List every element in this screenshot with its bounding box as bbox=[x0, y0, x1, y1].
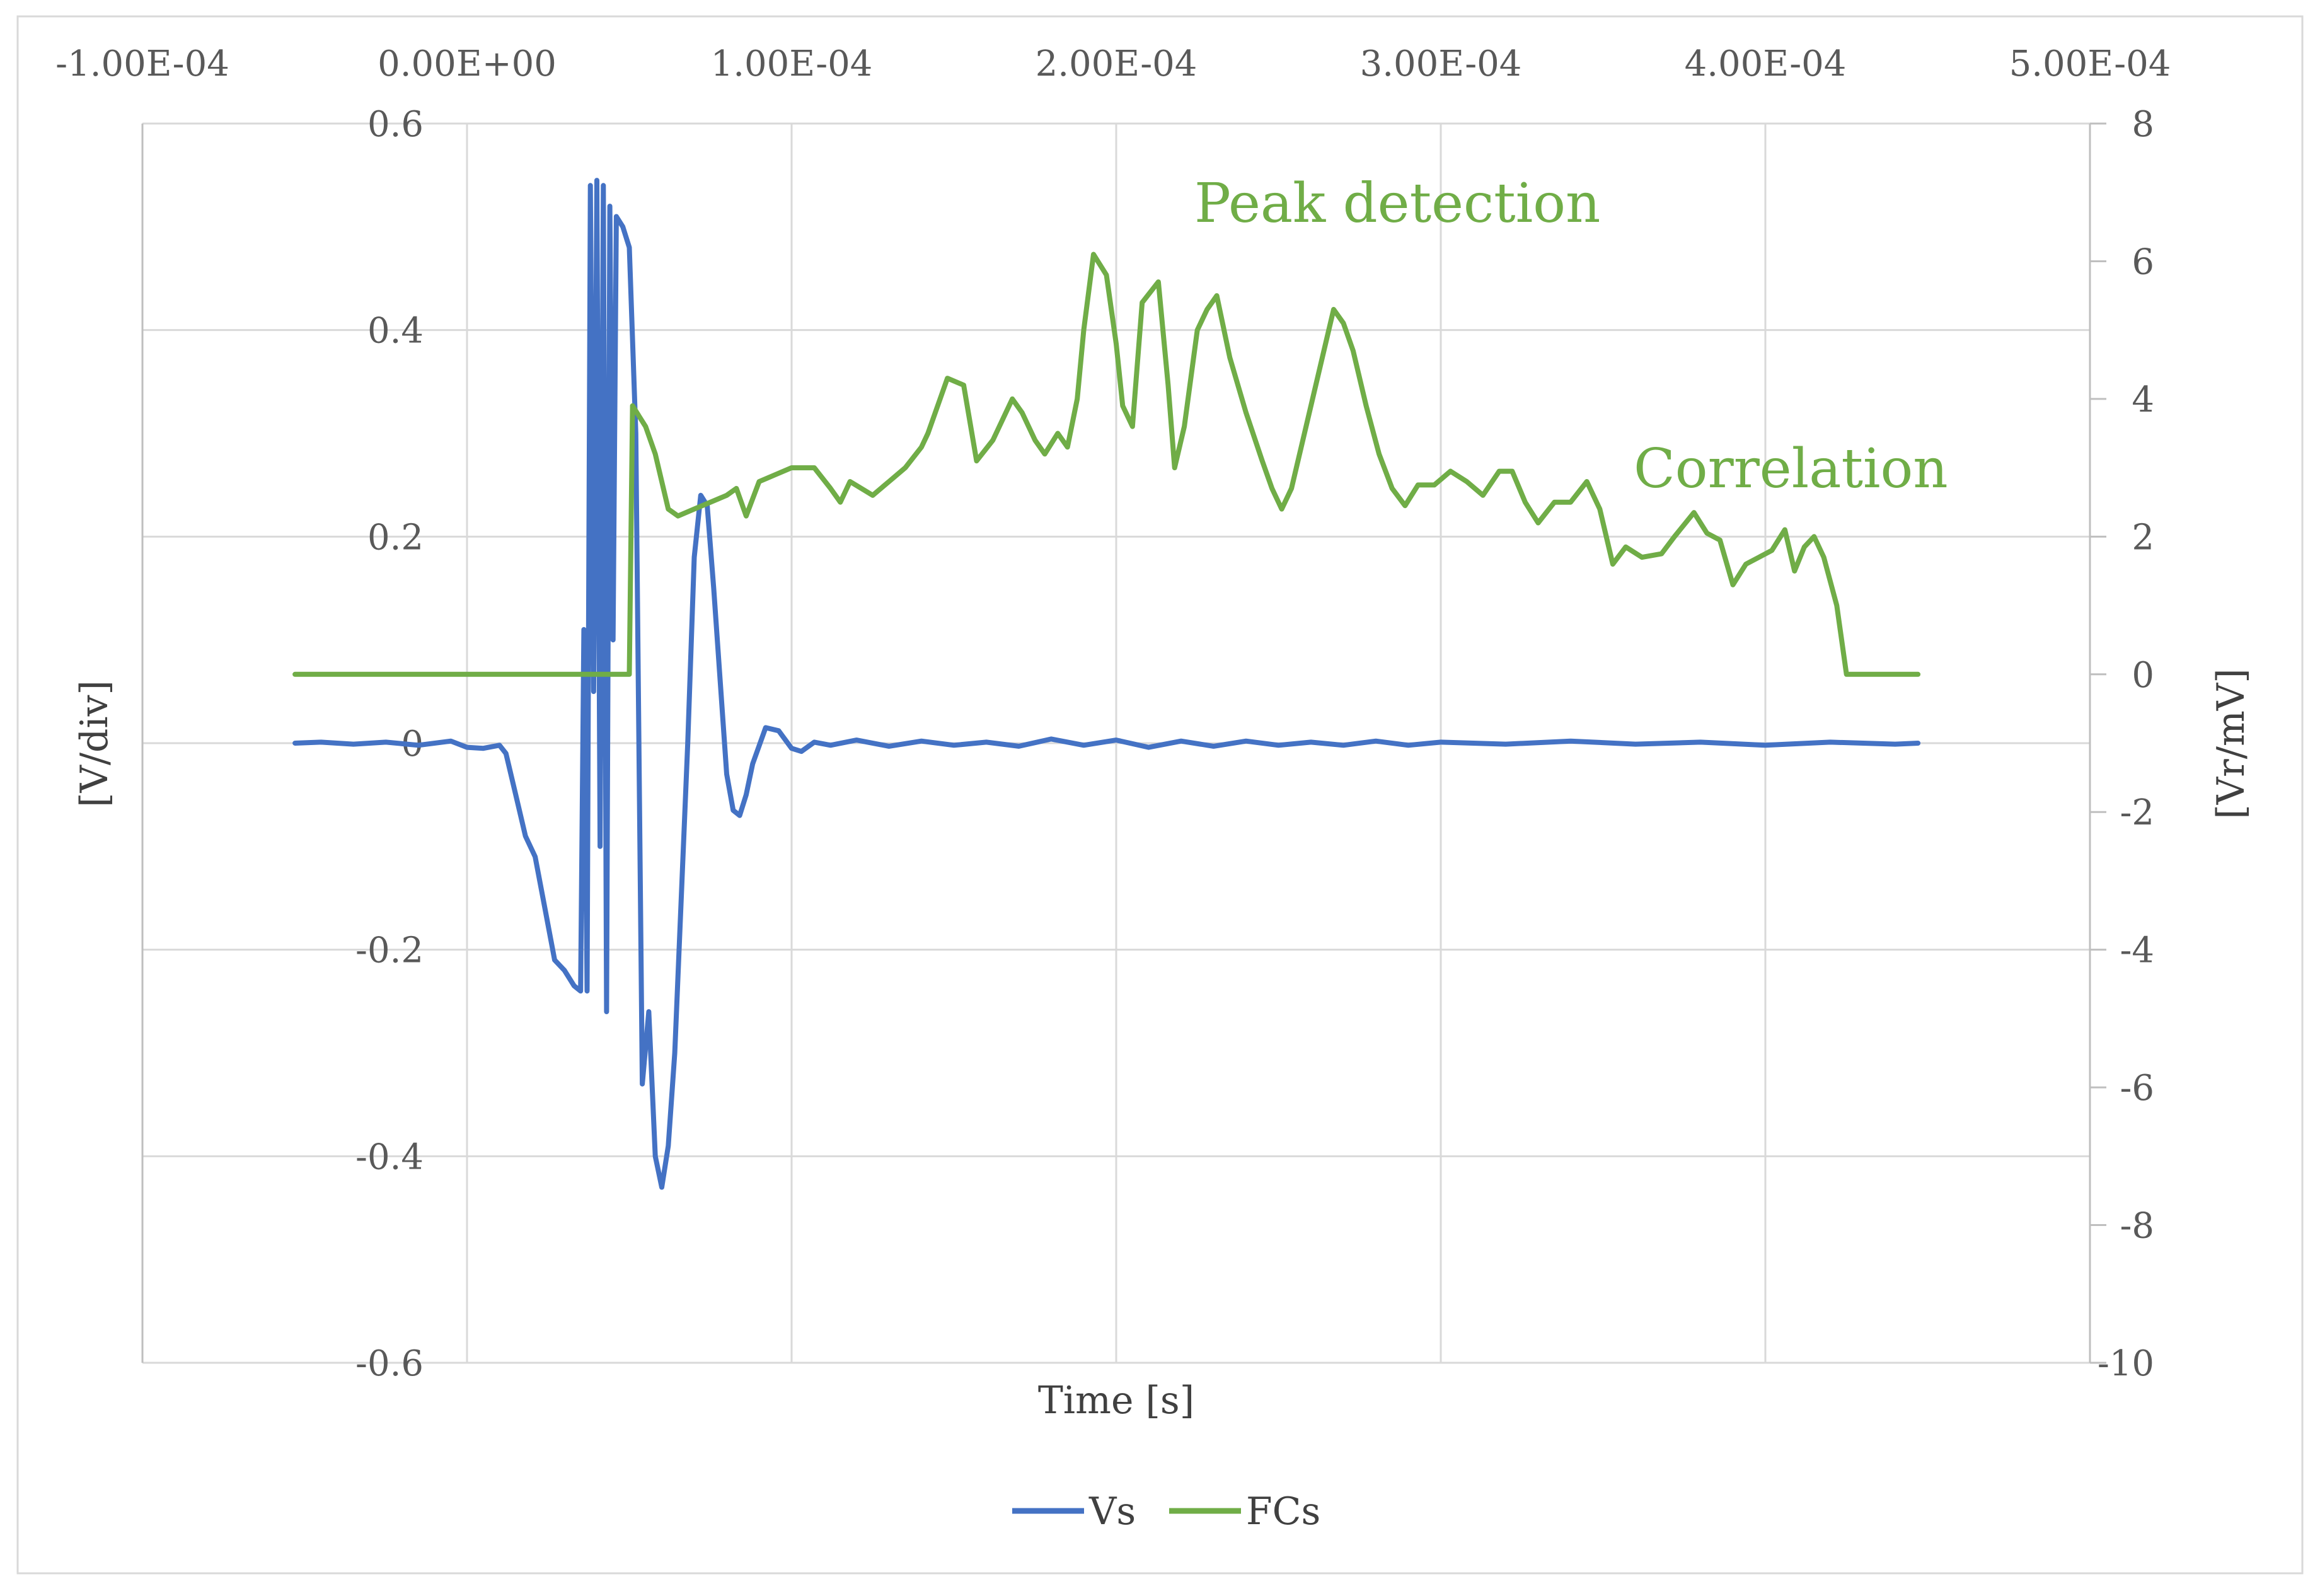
series-line-vs bbox=[292, 178, 1921, 1190]
x-tick-labels: -1.00E-04 0.00E+00 1.00E-04 2.00E-04 3.00E-0… bbox=[55, 43, 2171, 84]
y-left-tick-label-4: 0.2 bbox=[367, 517, 424, 558]
legend-fcs-label: FCs bbox=[1246, 1489, 1320, 1534]
y-right-tick-label-9: 8 bbox=[2132, 104, 2154, 145]
y-right-tick-labels: -10 -8 -6 -4 -2 0 2 4 6 8 bbox=[2098, 104, 2154, 1384]
legend: Vs FCs bbox=[1012, 1489, 1320, 1534]
y-left-tick-label-0: -0.6 bbox=[355, 1343, 424, 1384]
y-right-tick-label-2: -6 bbox=[2120, 1068, 2154, 1109]
y-right-tick-label-5: 0 bbox=[2132, 655, 2154, 696]
y-right-tick-marks bbox=[2090, 122, 2106, 1364]
y-right-tick-label-6: 2 bbox=[2132, 517, 2154, 558]
series-layer bbox=[292, 178, 1921, 1190]
y-right-tick-label-4: -2 bbox=[2120, 792, 2154, 833]
series-line-fcs bbox=[292, 252, 1921, 677]
x-tick-label-1: 0.00E+00 bbox=[378, 43, 557, 84]
y-right-tick-label-3: -4 bbox=[2120, 930, 2154, 971]
y-right-tick-label-1: -8 bbox=[2120, 1206, 2154, 1247]
y-left-tick-label-5: 0.4 bbox=[367, 311, 424, 352]
legend-vs-label: Vs bbox=[1088, 1489, 1136, 1534]
x-tick-label-2: 1.00E-04 bbox=[711, 43, 873, 84]
chart-frame bbox=[16, 15, 2304, 1575]
y-right-tick-label-8: 6 bbox=[2132, 241, 2154, 282]
x-tick-label-0: -1.00E-04 bbox=[55, 43, 229, 84]
y-right-tick-label-0: -10 bbox=[2098, 1343, 2154, 1384]
y-left-tick-label-2: -0.2 bbox=[355, 930, 424, 971]
y-right-tick-label-7: 4 bbox=[2132, 379, 2154, 420]
annotation-peak-detection: Peak detection bbox=[1194, 172, 1600, 235]
y-left-tick-label-1: -0.4 bbox=[355, 1136, 424, 1177]
y-axis-left-title: [V/div] bbox=[72, 680, 117, 807]
x-tick-label-3: 2.00E-04 bbox=[1036, 43, 1198, 84]
y-left-tick-label-6: 0.6 bbox=[367, 104, 424, 145]
y-axis-right-title: [Vr/mV] bbox=[2209, 668, 2253, 819]
annotation-correlation: Correlation bbox=[1634, 437, 1948, 500]
x-tick-label-4: 3.00E-04 bbox=[1360, 43, 1522, 84]
x-tick-label-6: 5.00E-04 bbox=[2009, 43, 2171, 84]
x-tick-label-5: 4.00E-04 bbox=[1685, 43, 1847, 84]
x-axis-title: Time [s] bbox=[1038, 1379, 1194, 1423]
y-left-tick-labels: -0.6-0.4-0.200.20.40.6 bbox=[355, 104, 424, 1384]
